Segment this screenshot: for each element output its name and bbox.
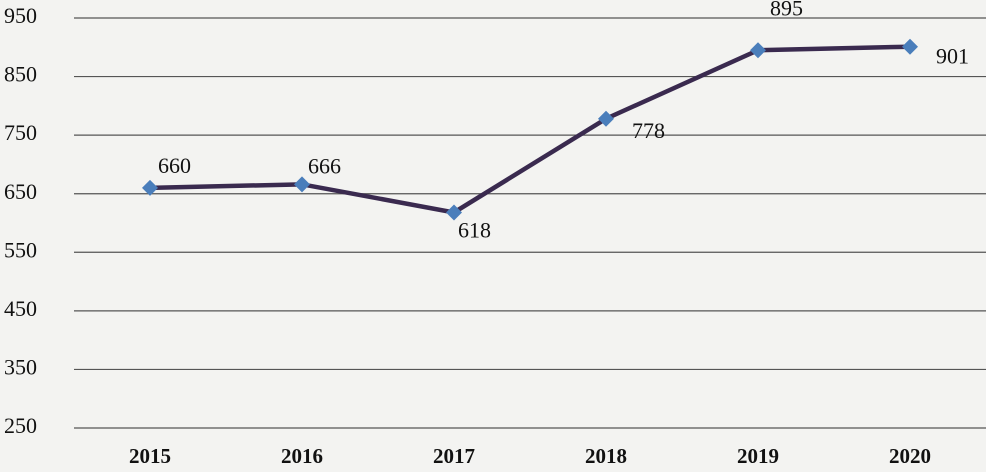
x-tick-label: 2015 bbox=[129, 444, 171, 468]
x-tick-label: 2019 bbox=[737, 444, 779, 468]
data-label: 666 bbox=[308, 153, 341, 178]
x-tick-label: 2020 bbox=[889, 444, 931, 468]
y-tick-label: 450 bbox=[4, 296, 37, 321]
data-label: 901 bbox=[936, 44, 969, 69]
y-tick-label: 350 bbox=[4, 354, 37, 379]
background bbox=[0, 0, 986, 472]
y-tick-label: 750 bbox=[4, 120, 37, 145]
y-tick-label: 550 bbox=[4, 237, 37, 262]
y-tick-label: 850 bbox=[4, 62, 37, 87]
data-label: 660 bbox=[158, 153, 191, 178]
y-tick-label: 950 bbox=[4, 3, 37, 28]
y-tick-label: 250 bbox=[4, 413, 37, 438]
x-tick-label: 2016 bbox=[281, 444, 323, 468]
data-label: 618 bbox=[458, 218, 491, 243]
chart: 250 350 450 550 650 750 850 950 2015 2016 2017 2018… bbox=[0, 0, 986, 472]
data-label: 895 bbox=[770, 0, 803, 20]
x-tick-label: 2017 bbox=[433, 444, 475, 468]
data-label: 778 bbox=[632, 118, 665, 143]
x-tick-label: 2018 bbox=[585, 444, 627, 468]
y-tick-label: 650 bbox=[4, 179, 37, 204]
